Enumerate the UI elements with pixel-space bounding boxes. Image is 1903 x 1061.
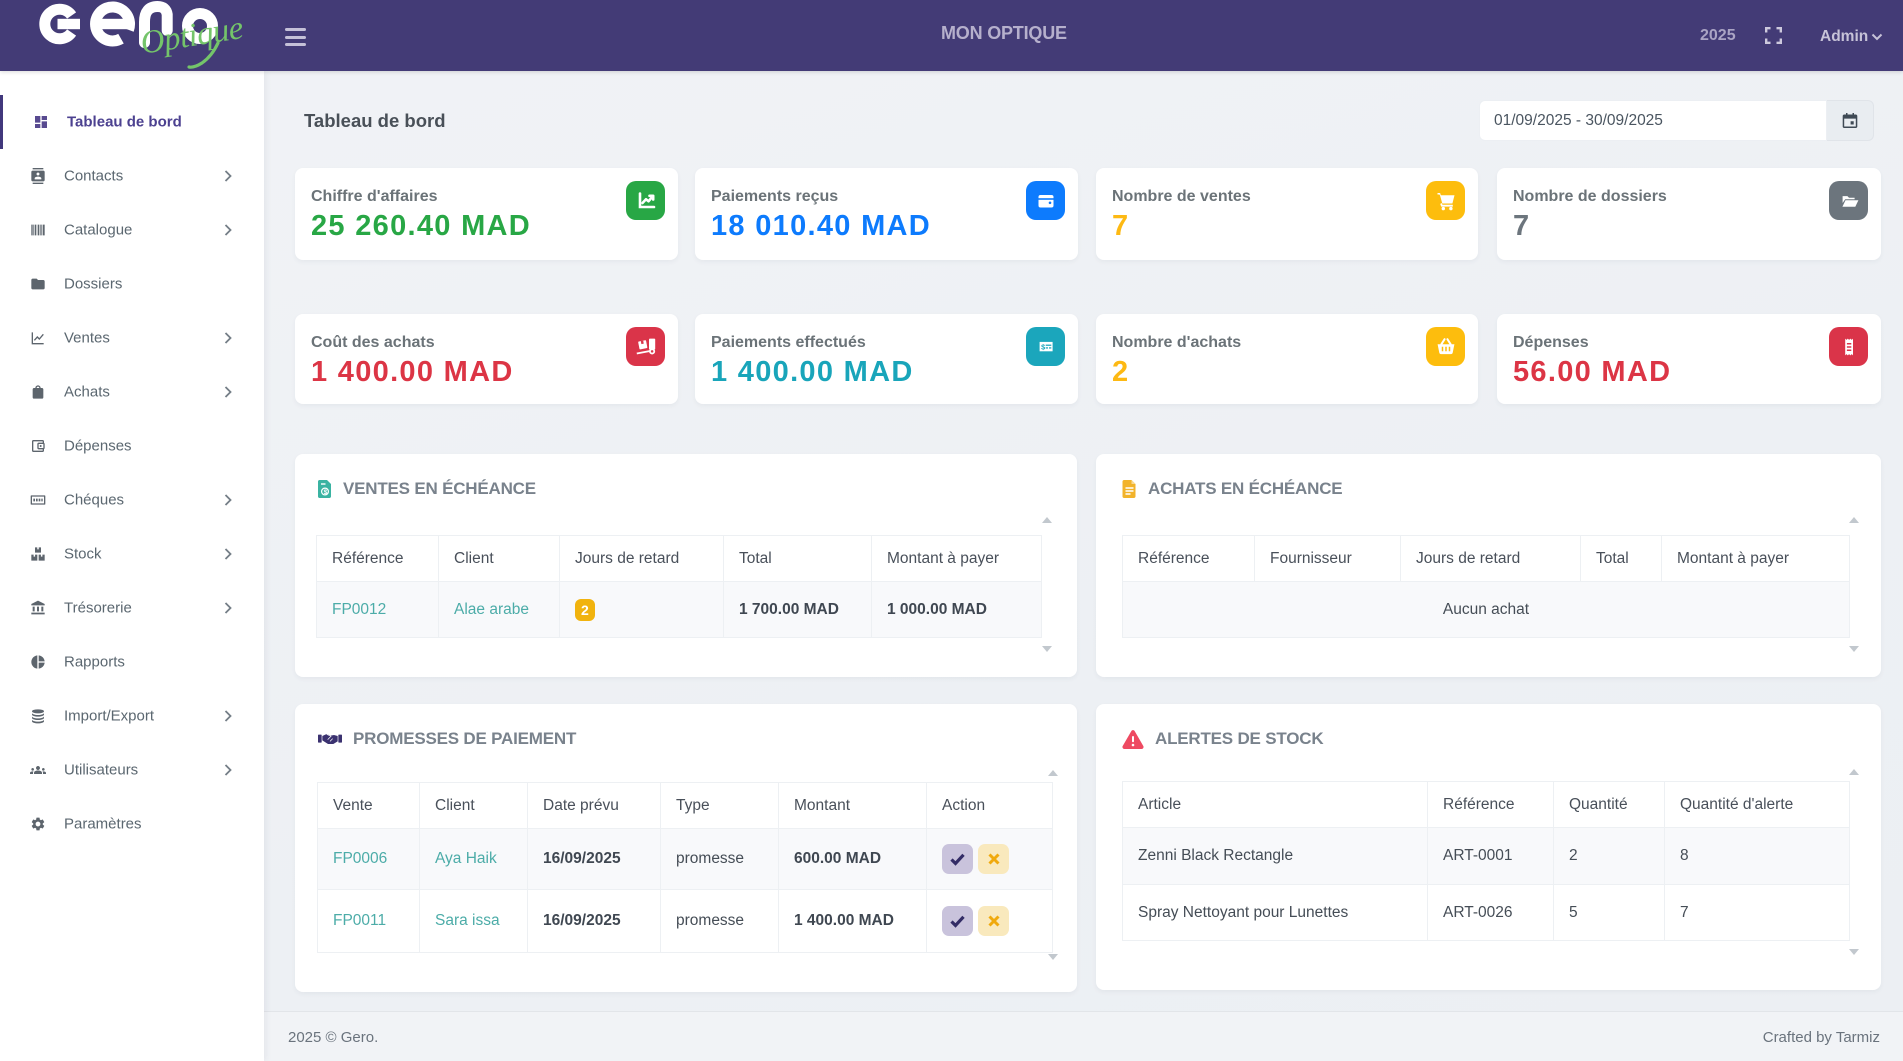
svg-text:$: $ bbox=[324, 489, 328, 496]
svg-text:$: $ bbox=[1041, 342, 1045, 351]
